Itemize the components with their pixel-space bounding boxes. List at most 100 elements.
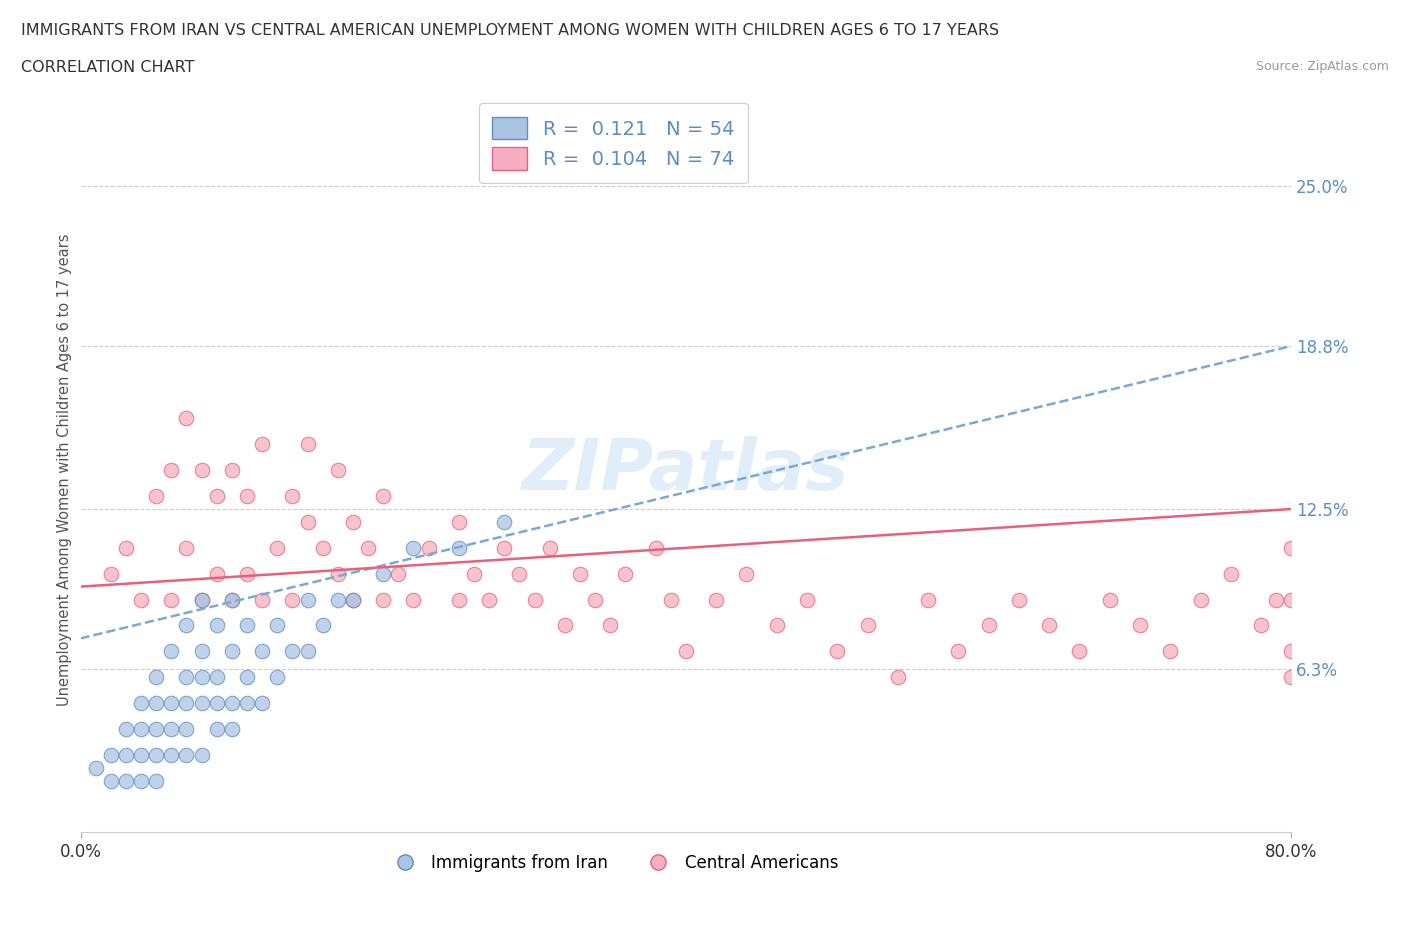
Point	[1038, 618, 1060, 633]
Point	[583, 592, 606, 607]
Point	[494, 514, 516, 529]
Point	[221, 722, 243, 737]
Point	[221, 592, 243, 607]
Point	[115, 722, 138, 737]
Point	[145, 748, 167, 763]
Point	[494, 540, 516, 555]
Point	[297, 437, 319, 452]
Point	[100, 566, 122, 581]
Point	[176, 670, 198, 684]
Point	[948, 644, 970, 658]
Y-axis label: Unemployment Among Women with Children Ages 6 to 17 years: Unemployment Among Women with Children A…	[58, 234, 72, 707]
Text: ZIPatlas: ZIPatlas	[522, 436, 849, 505]
Point	[190, 592, 212, 607]
Point	[659, 592, 682, 607]
Point	[221, 696, 243, 711]
Point	[644, 540, 666, 555]
Point	[190, 696, 212, 711]
Point	[160, 644, 183, 658]
Point	[387, 566, 409, 581]
Point	[129, 696, 152, 711]
Point	[190, 748, 212, 763]
Text: Source: ZipAtlas.com: Source: ZipAtlas.com	[1256, 60, 1389, 73]
Point	[569, 566, 592, 581]
Point	[827, 644, 849, 658]
Point	[100, 748, 122, 763]
Point	[856, 618, 879, 633]
Point	[478, 592, 501, 607]
Point	[599, 618, 621, 633]
Point	[1279, 644, 1302, 658]
Point	[236, 618, 259, 633]
Point	[704, 592, 727, 607]
Point	[205, 722, 228, 737]
Point	[145, 696, 167, 711]
Point	[205, 566, 228, 581]
Point	[205, 618, 228, 633]
Point	[176, 411, 198, 426]
Text: IMMIGRANTS FROM IRAN VS CENTRAL AMERICAN UNEMPLOYMENT AMONG WOMEN WITH CHILDREN : IMMIGRANTS FROM IRAN VS CENTRAL AMERICAN…	[21, 23, 1000, 38]
Point	[190, 670, 212, 684]
Point	[129, 748, 152, 763]
Point	[614, 566, 637, 581]
Point	[160, 592, 183, 607]
Point	[447, 514, 470, 529]
Text: CORRELATION CHART: CORRELATION CHART	[21, 60, 194, 75]
Point	[281, 488, 304, 503]
Point	[236, 488, 259, 503]
Point	[297, 514, 319, 529]
Legend: Immigrants from Iran, Central Americans: Immigrants from Iran, Central Americans	[381, 847, 845, 879]
Point	[100, 773, 122, 788]
Point	[160, 463, 183, 478]
Point	[342, 592, 364, 607]
Point	[205, 696, 228, 711]
Point	[1008, 592, 1031, 607]
Point	[221, 592, 243, 607]
Point	[357, 540, 380, 555]
Point	[115, 773, 138, 788]
Point	[326, 463, 349, 478]
Point	[1098, 592, 1121, 607]
Point	[129, 592, 152, 607]
Point	[1265, 592, 1288, 607]
Point	[675, 644, 697, 658]
Point	[1279, 540, 1302, 555]
Point	[402, 592, 425, 607]
Point	[735, 566, 758, 581]
Point	[1189, 592, 1212, 607]
Point	[205, 670, 228, 684]
Point	[312, 540, 335, 555]
Point	[250, 592, 273, 607]
Point	[887, 670, 910, 684]
Point	[250, 696, 273, 711]
Point	[250, 437, 273, 452]
Point	[796, 592, 818, 607]
Point	[418, 540, 440, 555]
Point	[508, 566, 530, 581]
Point	[281, 644, 304, 658]
Point	[205, 488, 228, 503]
Point	[1279, 592, 1302, 607]
Point	[176, 696, 198, 711]
Point	[221, 463, 243, 478]
Point	[176, 618, 198, 633]
Point	[463, 566, 485, 581]
Point	[190, 644, 212, 658]
Point	[538, 540, 561, 555]
Point	[236, 696, 259, 711]
Point	[236, 670, 259, 684]
Point	[176, 540, 198, 555]
Point	[115, 748, 138, 763]
Point	[129, 722, 152, 737]
Point	[160, 748, 183, 763]
Point	[312, 618, 335, 633]
Point	[1069, 644, 1091, 658]
Point	[84, 761, 107, 776]
Point	[297, 592, 319, 607]
Point	[190, 592, 212, 607]
Point	[160, 722, 183, 737]
Point	[447, 540, 470, 555]
Point	[145, 488, 167, 503]
Point	[373, 566, 395, 581]
Point	[145, 722, 167, 737]
